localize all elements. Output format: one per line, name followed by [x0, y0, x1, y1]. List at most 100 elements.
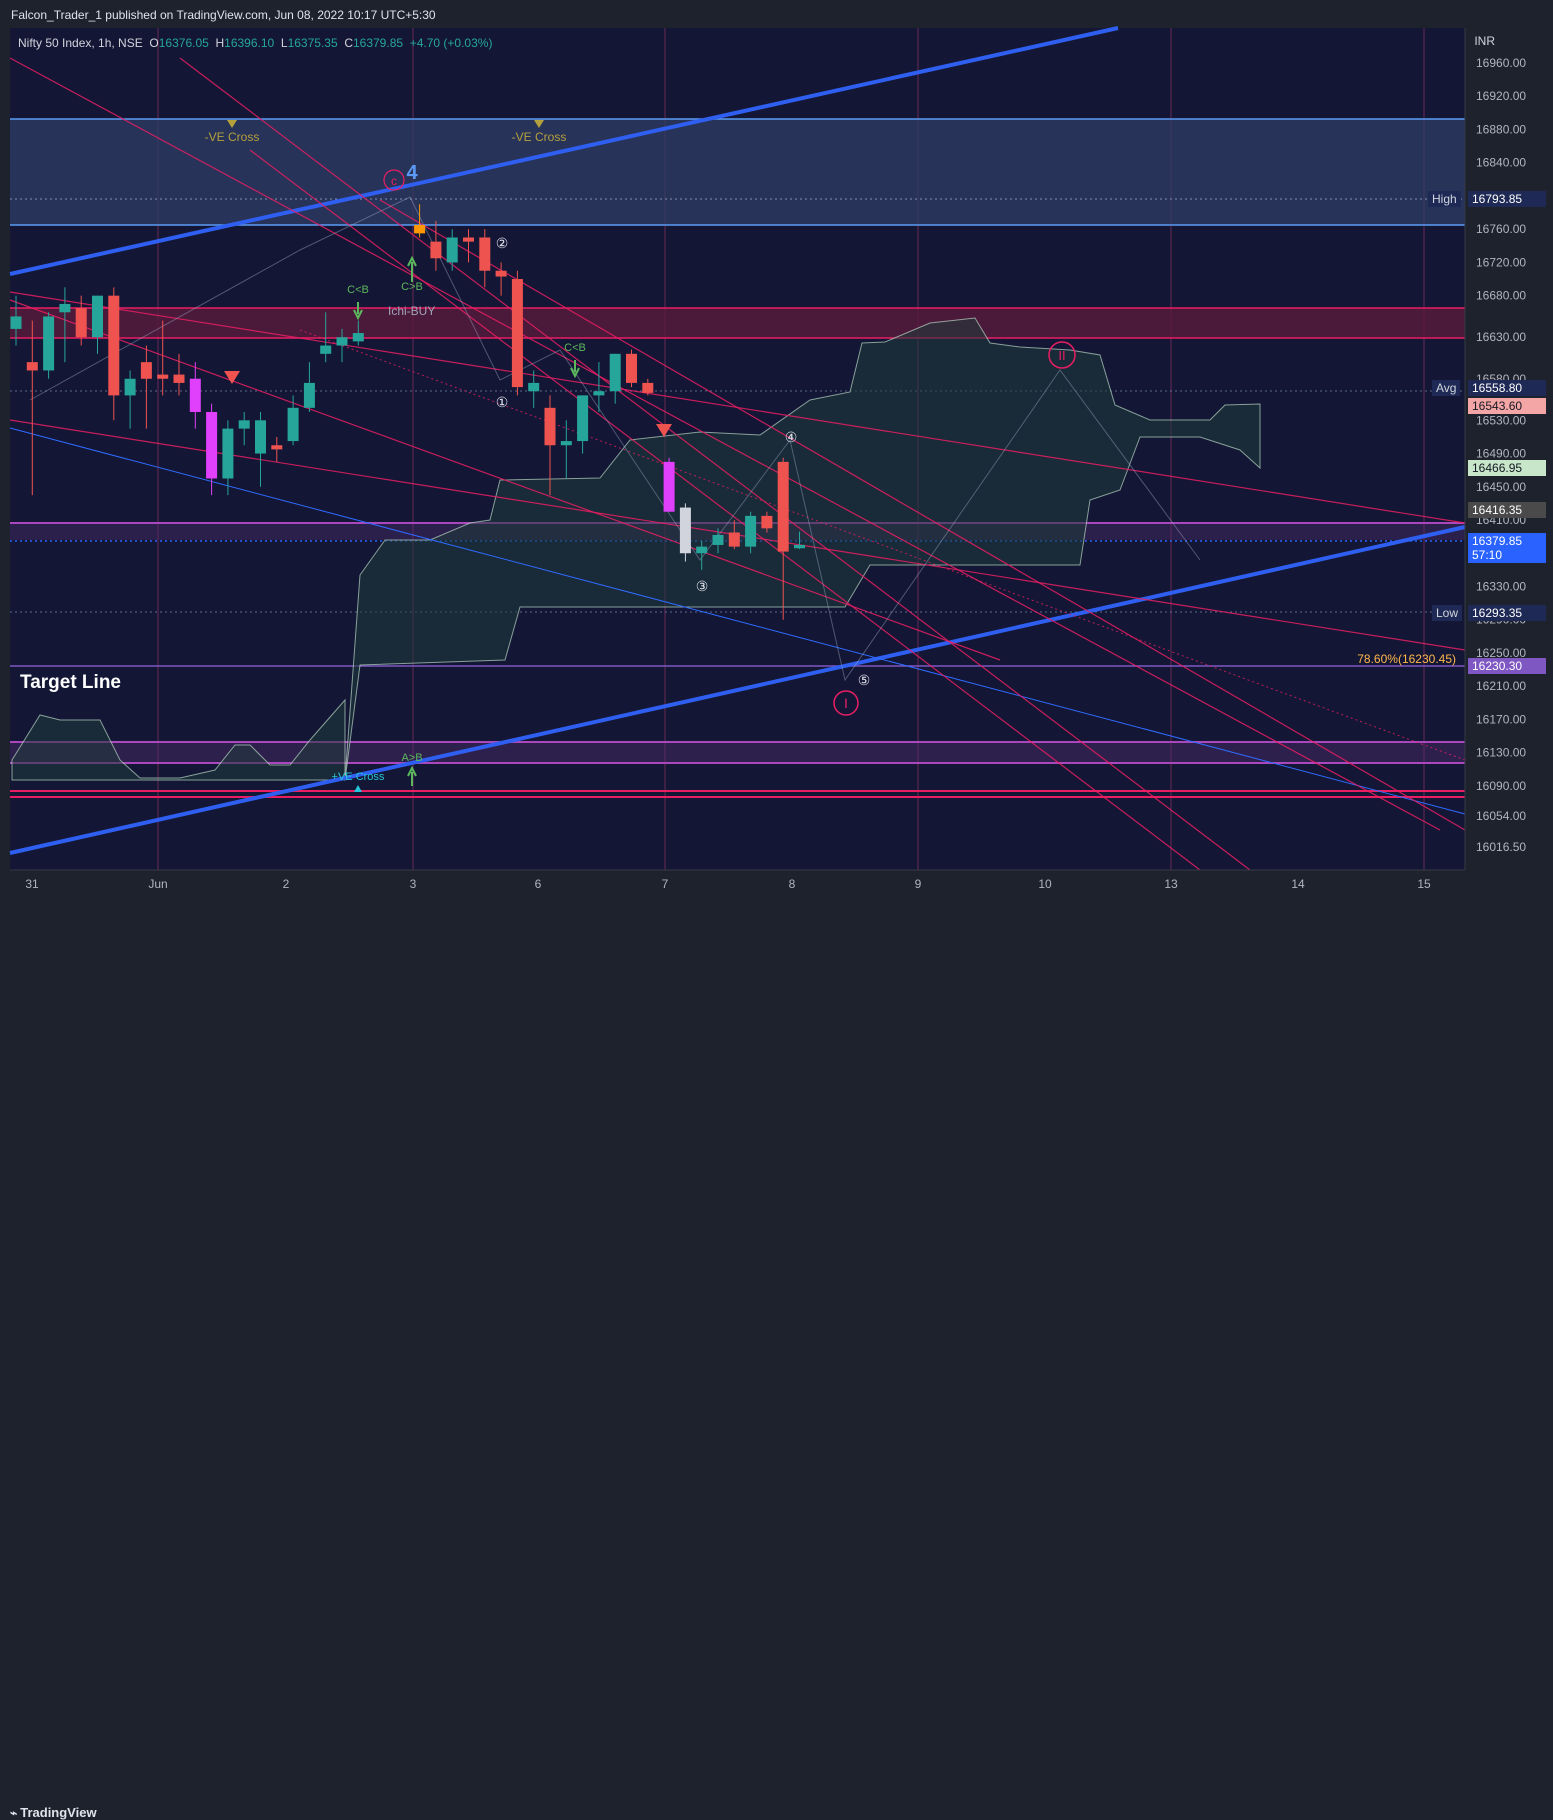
candle-body-27[interactable]: [495, 270, 507, 277]
candle-body-14[interactable]: [238, 420, 250, 429]
y-tick-label-12: 16450.00: [1476, 480, 1526, 494]
supply-band: [10, 308, 1465, 338]
y-tick-label-23: 16016.50: [1476, 840, 1526, 854]
candle-body-33[interactable]: [593, 391, 605, 396]
candle-body-17[interactable]: [287, 407, 299, 442]
candle-body-29[interactable]: [528, 382, 540, 392]
currency-label: INR: [1474, 34, 1495, 48]
candle-body-21[interactable]: [352, 333, 364, 342]
a-gt-b-arrow-icon: [407, 765, 417, 786]
change-value: +4.70 (+0.03%): [409, 36, 493, 50]
candle-body-42[interactable]: [745, 515, 757, 547]
y-tick-label-19: 16170.00: [1476, 712, 1526, 726]
candle-body-12[interactable]: [206, 411, 218, 479]
candle-body-0[interactable]: [10, 316, 22, 329]
candle-body-44[interactable]: [777, 461, 789, 552]
wave-c-circle-icon: [383, 169, 405, 191]
high-value: 16396.10: [224, 36, 275, 50]
candle-body-5[interactable]: [92, 295, 103, 338]
chart-svg[interactable]: 16960.0016920.0016880.0016840.0016800.00…: [0, 0, 1553, 897]
candle-body-24[interactable]: [446, 237, 458, 263]
upper-trend-line: [9, 26, 1119, 276]
y-tick-label-7: 16680.00: [1476, 289, 1526, 303]
candle-body-11[interactable]: [189, 378, 201, 412]
candle-body-26[interactable]: [479, 237, 491, 271]
wave-I-label: I: [844, 695, 848, 711]
price-tag-16543: 16543.60: [1468, 398, 1546, 414]
candle-body-13[interactable]: [222, 428, 234, 479]
ve-cross-marker-2-icon: [534, 120, 544, 128]
candle-body-10[interactable]: [173, 374, 185, 383]
candle-body-2[interactable]: [43, 316, 55, 371]
wave-c-label: c: [391, 174, 397, 188]
last-price-value: 16379.85: [1472, 534, 1523, 548]
a-gt-b-label: A>B: [401, 752, 422, 764]
candle-body-38[interactable]: [679, 507, 691, 554]
c-lt-b-label-1: C<B: [347, 284, 369, 296]
y-tick-label-22: 16054.00: [1476, 809, 1526, 823]
candle-body-4[interactable]: [75, 308, 87, 338]
candle-body-30[interactable]: [544, 407, 556, 446]
y-tick-label-0: 16960.00: [1476, 56, 1526, 70]
ichimoku-cloud-left: [11, 698, 346, 781]
pink-trend-line-0: [9, 57, 1441, 831]
x-tick-label-8: 10: [1038, 877, 1052, 891]
x-tick-label-7: 9: [915, 877, 922, 891]
c-lt-b-arrow-2-icon: [570, 360, 580, 379]
candle-body-3[interactable]: [59, 303, 71, 313]
wave-3-label: ③: [696, 578, 709, 594]
candle-body-34[interactable]: [609, 353, 621, 392]
candle-body-1[interactable]: [26, 362, 38, 371]
tradingview-brand-text: TradingView: [20, 1805, 97, 1820]
x-tick-label-9: 13: [1164, 877, 1178, 891]
candle-body-43[interactable]: [761, 515, 773, 529]
candle-body-22[interactable]: [414, 225, 426, 234]
candle-body-31[interactable]: [560, 441, 572, 446]
open-value: 16376.05: [158, 36, 209, 50]
y-tick-label-21: 16090.00: [1476, 779, 1526, 793]
pink-dotted-trend: [299, 329, 1466, 761]
candle-body-6[interactable]: [108, 295, 120, 396]
candle-body-45[interactable]: [794, 544, 805, 549]
candle-body-32[interactable]: [577, 395, 589, 442]
candle-body-18[interactable]: [303, 382, 315, 408]
x-tick-label-2: 2: [283, 877, 290, 891]
candle-body-37[interactable]: [663, 461, 675, 512]
wave-2-label: ②: [496, 235, 509, 251]
candle-body-15[interactable]: [255, 420, 266, 454]
elliott-wave-path: [29, 196, 1201, 682]
candle-body-41[interactable]: [728, 532, 740, 547]
symbol-title: Nifty 50 Index, 1h, NSE: [18, 36, 143, 50]
ichimoku-cloud: [344, 317, 1261, 781]
ichi-buy-label: Ichi-BUY: [388, 304, 435, 318]
price-tag-16416: 16416.35: [1468, 502, 1546, 518]
candle-body-25[interactable]: [463, 237, 474, 242]
tradingview-brand[interactable]: ⌁ TradingView: [10, 1805, 97, 1820]
x-tick-label-3: 3: [410, 877, 417, 891]
y-tick-label-6: 16720.00: [1476, 255, 1526, 269]
close-value: 16379.85: [352, 36, 404, 50]
candle-body-20[interactable]: [336, 337, 348, 346]
c-gt-b-arrow-icon: [407, 255, 417, 282]
candle-body-9[interactable]: [157, 374, 169, 379]
ve-cross-label-2: -VE Cross: [512, 130, 567, 144]
candle-body-7[interactable]: [124, 378, 136, 396]
candle-body-16[interactable]: [271, 445, 283, 450]
candle-body-28[interactable]: [511, 279, 523, 388]
candle-body-23[interactable]: [430, 241, 442, 259]
y-tick-label-15: 16330.00: [1476, 579, 1526, 593]
candle-body-19[interactable]: [320, 345, 332, 354]
y-tick-label-20: 16130.00: [1476, 746, 1526, 760]
candle-body-40[interactable]: [712, 534, 724, 545]
candle-body-36[interactable]: [642, 382, 654, 393]
candle-body-39[interactable]: [696, 546, 708, 554]
avg-tag-label: Avg: [1432, 380, 1461, 396]
wave-5-label: ⑤: [858, 672, 871, 688]
high-tag-value: 16793.85: [1468, 191, 1546, 207]
avg-tag-value: 16558.80: [1468, 380, 1546, 396]
wave-4-small-label: ④: [785, 429, 798, 445]
lower-trend-line: [9, 525, 1466, 855]
last-price-tag: 16379.85 57:10: [1468, 533, 1546, 563]
candle-body-8[interactable]: [140, 362, 152, 379]
candle-body-35[interactable]: [626, 353, 637, 383]
